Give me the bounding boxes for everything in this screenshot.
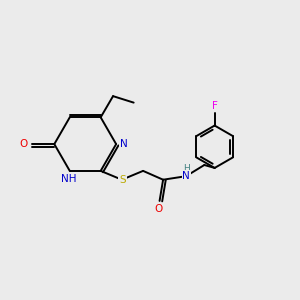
Text: O: O: [20, 139, 28, 149]
Text: O: O: [154, 204, 162, 214]
Text: N: N: [182, 171, 190, 181]
Text: H: H: [183, 164, 190, 173]
Text: NH: NH: [61, 174, 76, 184]
Text: S: S: [119, 175, 126, 185]
Text: N: N: [120, 139, 128, 149]
Text: F: F: [212, 101, 218, 111]
